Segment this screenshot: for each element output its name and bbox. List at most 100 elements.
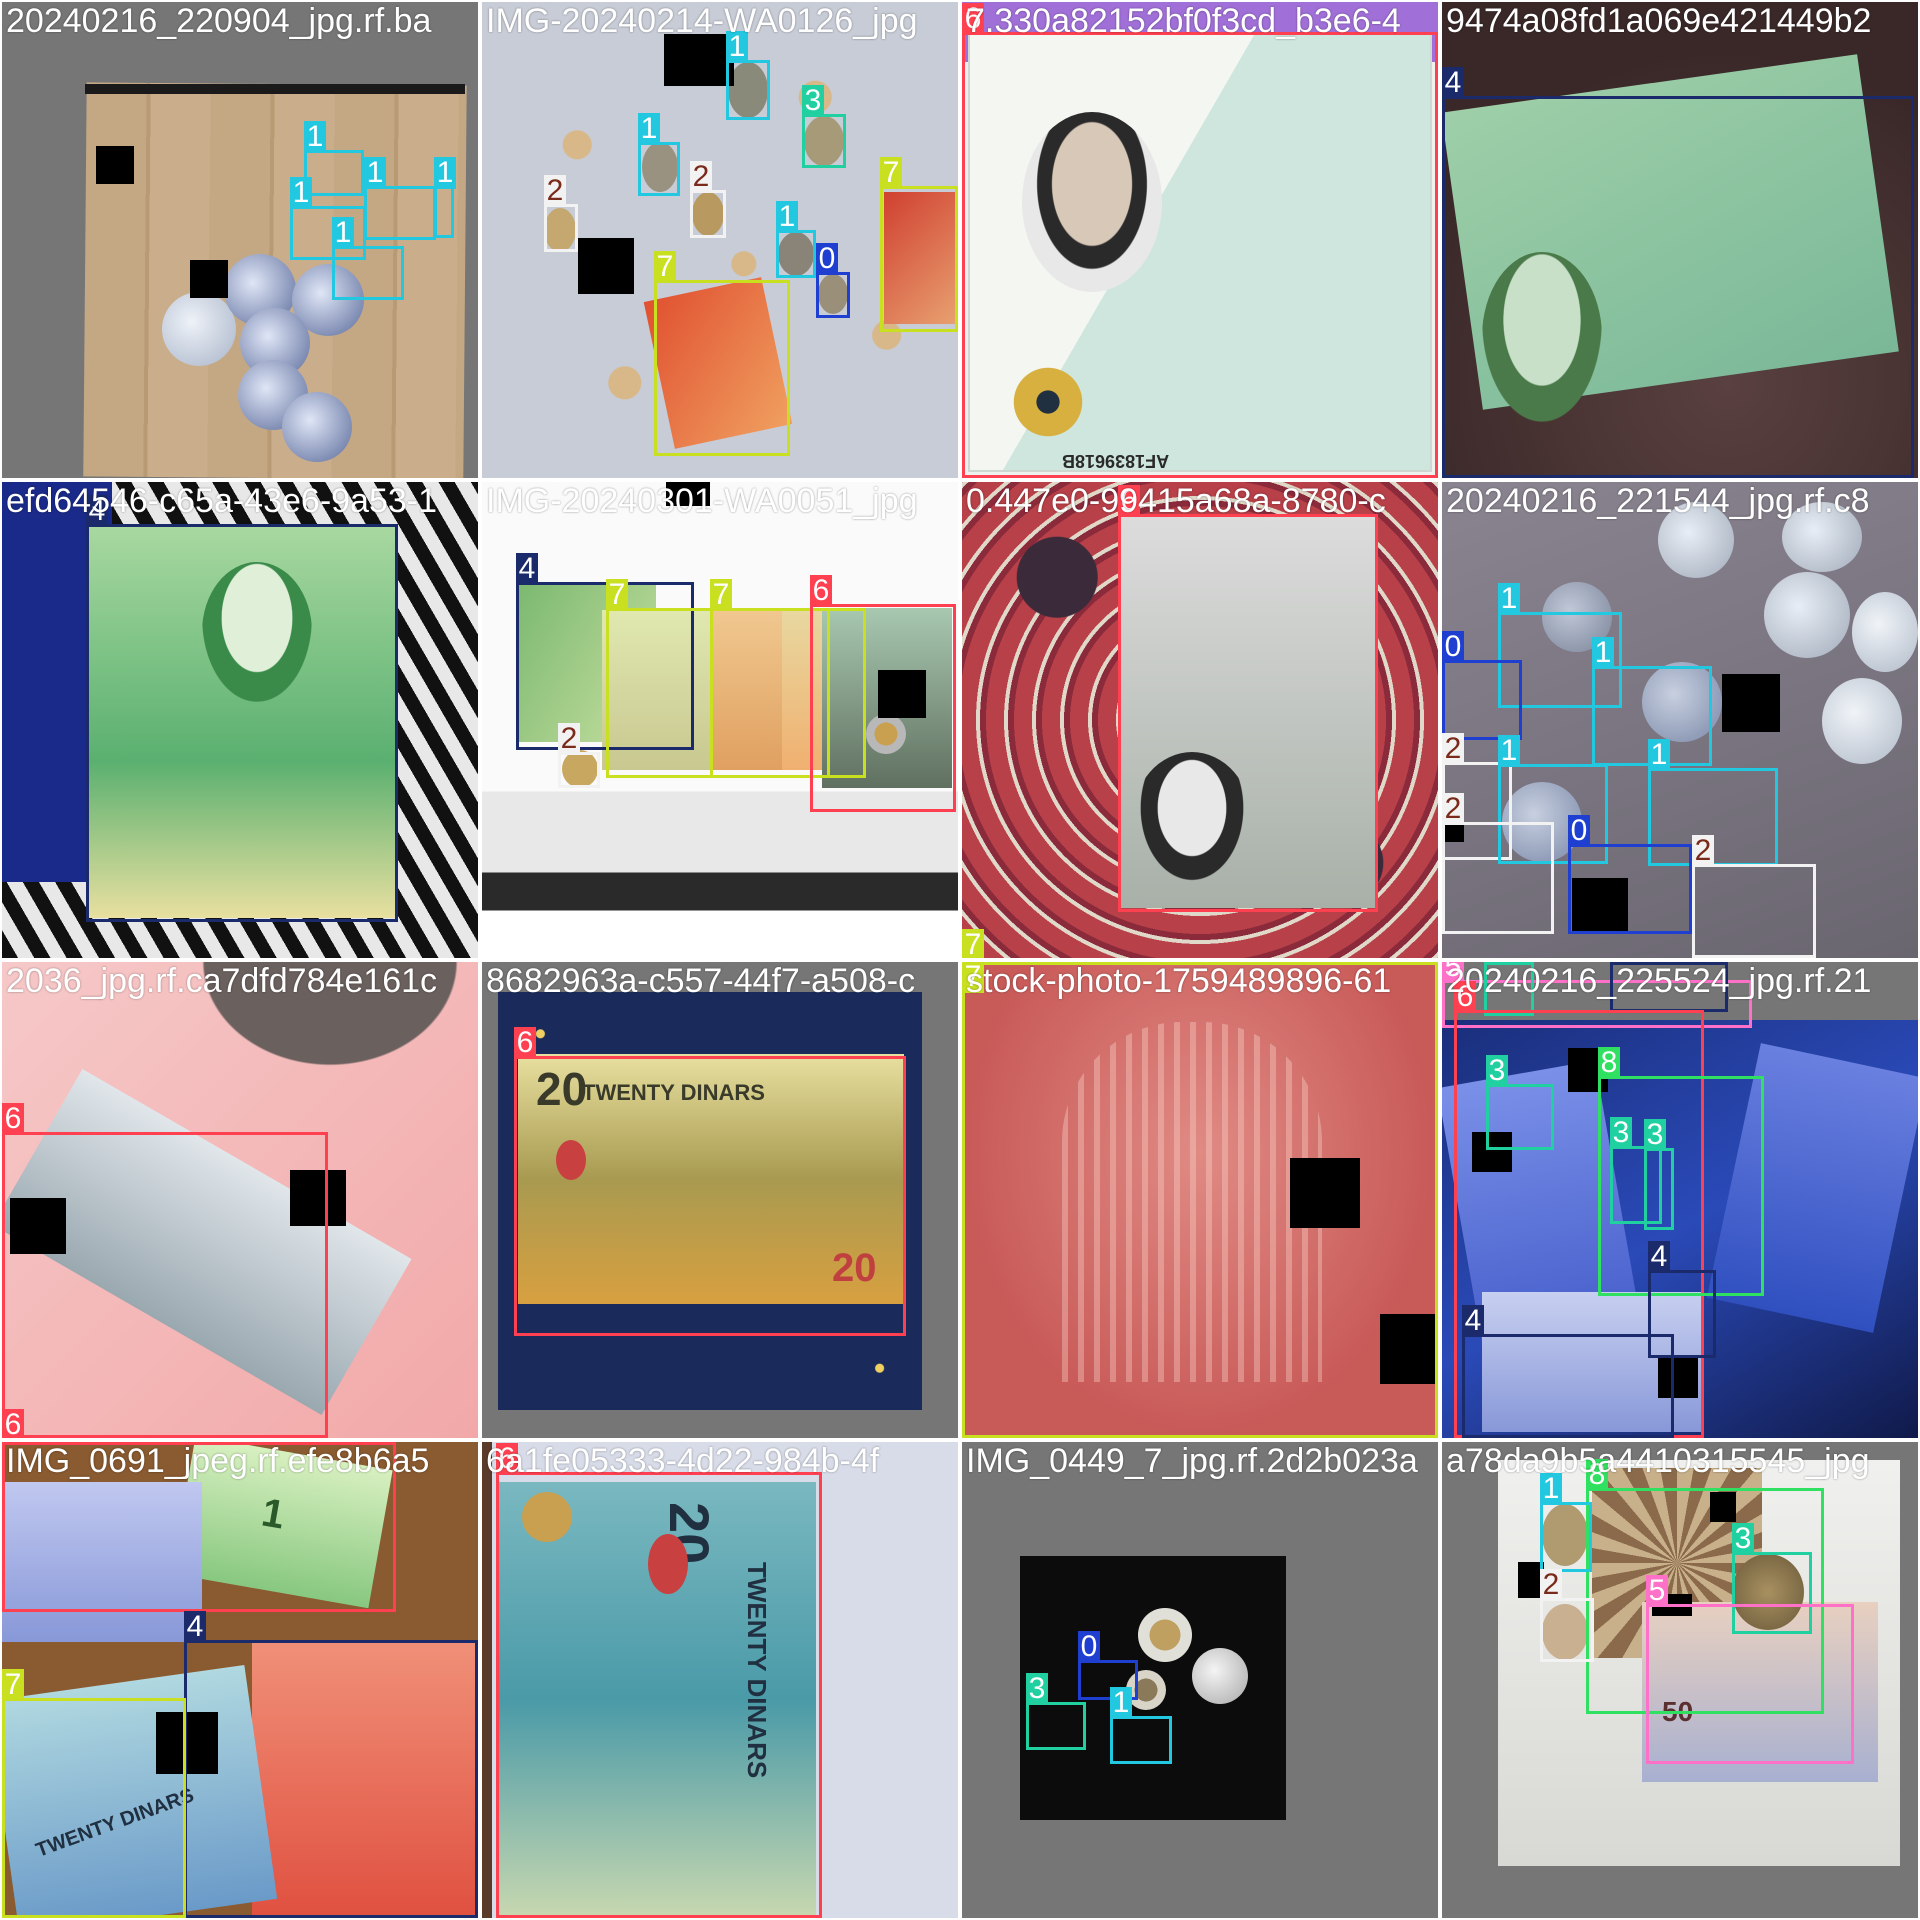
cutout-mask xyxy=(1380,1314,1438,1384)
bbox: 7 xyxy=(710,579,866,778)
bbox-class-label: 4 xyxy=(1610,962,1632,965)
bbox: 4 xyxy=(516,553,694,750)
tile-4: 4 9474a08fd1a069e421449b2 xyxy=(1442,2,1918,478)
banknote xyxy=(884,192,956,324)
bbox-class-label: 3 xyxy=(1486,1055,1508,1087)
bbox-class-label: 1 xyxy=(1498,735,1520,767)
bbox-class-label: 6 xyxy=(810,575,832,607)
bbox-class-label: 8 xyxy=(1586,1459,1608,1491)
tile-caption: 20240216_220904_jpg.rf.ba xyxy=(6,2,432,40)
coin xyxy=(1542,1504,1588,1566)
tile-caption: 20240216_221544_jpg.rf.c8 xyxy=(1446,482,1870,520)
tile-caption: 7.330a82152bf0f3cd_b3e6-4 xyxy=(966,2,1401,40)
bbox: 2 xyxy=(558,723,600,788)
cutout-mask xyxy=(156,1712,218,1774)
bbox-class-label: 6 xyxy=(496,1443,518,1475)
bbox-class-label: 7 xyxy=(2,1669,24,1701)
coin xyxy=(1126,1670,1166,1710)
bbox: 3 xyxy=(1732,1523,1812,1634)
coin xyxy=(562,750,598,788)
bbox-class-label: 5 xyxy=(1646,1575,1668,1607)
banknote xyxy=(710,610,790,770)
bbox-class-label: 0 xyxy=(1442,631,1464,663)
tile-caption: 20240216_225524_jpg.rf.21 xyxy=(1446,962,1872,1000)
coin xyxy=(282,392,352,462)
note-denomination: 20 xyxy=(832,1246,877,1290)
bbox-class-label: 6 xyxy=(962,3,984,35)
bbox: 1 xyxy=(1110,1687,1172,1764)
bbox-class-label: 3 xyxy=(1484,962,1506,965)
bbox: 1 xyxy=(1498,583,1622,708)
bbox: 7 xyxy=(962,962,1438,1438)
cutout-mask xyxy=(1518,1562,1544,1598)
coin xyxy=(728,62,768,118)
bbox: 1 xyxy=(434,157,456,238)
bbox: 6 xyxy=(962,3,1438,478)
cutout-mask xyxy=(1472,1132,1512,1172)
bbox: 0 xyxy=(1078,1631,1138,1700)
coin xyxy=(778,232,814,276)
bbox: 2 xyxy=(544,175,578,252)
tile-11: 7 stock-photo-1759489896-61 xyxy=(962,962,1438,1438)
bbox-class-label: 2 xyxy=(1692,835,1714,867)
bbox-class-label: 1 xyxy=(1648,739,1670,771)
bbox: 0 xyxy=(816,243,850,318)
bbox-class-label: 1 xyxy=(726,31,748,63)
bbox-class-label: 1 xyxy=(290,177,312,209)
bbox-class-label: 6 xyxy=(2,1442,24,1445)
bbox: 2 xyxy=(1692,835,1816,958)
tile-caption: IMG_0691_jpeg.rf.efe8b6a5 xyxy=(6,1442,430,1480)
tile-caption: IMG-20240214-WA0126_jpg xyxy=(486,2,918,40)
bbox-class-label: 1 xyxy=(304,121,326,153)
coin xyxy=(1732,1554,1804,1630)
cutout-mask xyxy=(664,34,734,86)
tile-16: 50 8 1 3 2 5 a78da9b5a4410315545_jpg xyxy=(1442,1442,1918,1918)
coin xyxy=(162,292,236,366)
coin xyxy=(804,116,844,166)
bbox-class-label: 2 xyxy=(1442,733,1464,765)
bbox-class-label: 7 xyxy=(880,157,902,189)
bbox-class-label: 7 xyxy=(710,579,732,611)
tile-14: 20 TWENTY DINARS 6 6a1fe05333-4d22-984b-… xyxy=(482,1442,958,1918)
bbox: 2 xyxy=(1442,793,1554,934)
emblem xyxy=(1008,362,1088,442)
bbox: 1 xyxy=(304,121,364,196)
tile-caption: 8682963a-c557-44f7-a508-c xyxy=(486,962,916,1000)
bbox: 5 xyxy=(1646,1575,1854,1764)
coin xyxy=(1782,502,1862,572)
bbox: 0 xyxy=(1442,631,1522,740)
bbox-class-label: 2 xyxy=(1540,1569,1562,1601)
cutout-mask xyxy=(578,238,634,294)
bbox: 6 xyxy=(1118,485,1378,912)
coin xyxy=(522,1492,572,1542)
bbox: 0 xyxy=(1568,815,1692,934)
bbox: 7 xyxy=(654,251,790,456)
bbox: 1 xyxy=(290,177,366,260)
coin xyxy=(1658,502,1734,578)
tile-3: AF1839618B 6 7.330a82152bf0f3cd_b3e6-4 xyxy=(962,2,1438,478)
bbox-class-label: 3 xyxy=(1732,1523,1754,1555)
portrait xyxy=(202,562,312,702)
cutout-mask xyxy=(1722,674,1780,732)
portrait xyxy=(1132,752,1252,892)
bbox-class-label: 0 xyxy=(816,243,838,275)
bbox-class-label: 1 xyxy=(776,201,798,233)
bbox-class-label: 4 xyxy=(1648,1241,1670,1273)
bbox-class-label: 6 xyxy=(1118,485,1140,517)
bbox-class-label: 0 xyxy=(1078,1631,1100,1663)
bbox: 4 xyxy=(1462,1305,1674,1438)
cutout-mask xyxy=(290,1170,346,1226)
engraving xyxy=(1062,1022,1322,1382)
bbox-class-label: 6 xyxy=(2,1103,24,1135)
emblem xyxy=(648,1534,688,1594)
bbox-class-label: 1 xyxy=(1592,637,1614,669)
bbox-class-label: 4 xyxy=(1442,67,1464,99)
bbox-class-label: 1 xyxy=(638,113,660,145)
tile-13: 1 TWENTY DINARS 6 4 7 IMG_0691_jpeg.rf.e… xyxy=(2,1442,478,1918)
bbox-class-label: 7 xyxy=(962,929,984,958)
cutout-mask xyxy=(666,482,710,506)
portrait xyxy=(1482,252,1602,422)
bbox: 1 xyxy=(1540,1473,1592,1572)
bbox-class-label: 6 xyxy=(1454,981,1476,1013)
